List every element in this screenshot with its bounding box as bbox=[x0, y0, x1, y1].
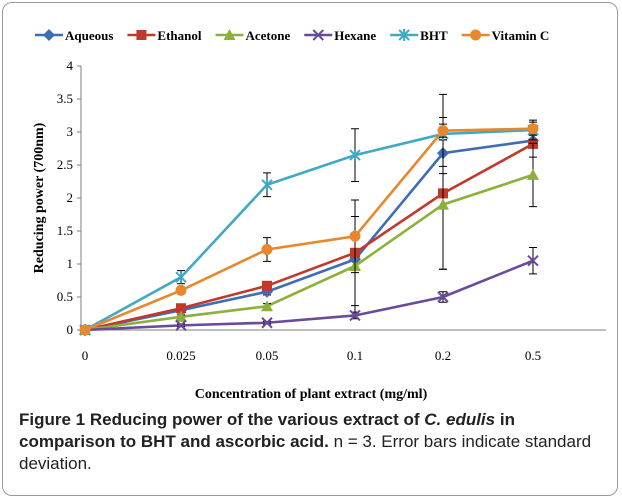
legend-item: BHT bbox=[390, 28, 448, 43]
legend-item: Acetone bbox=[215, 28, 291, 43]
legend-label: Hexane bbox=[334, 28, 376, 43]
figure-frame: Aqueous Ethanol Acetone Hexane BHT Vitamin C … bbox=[2, 2, 618, 496]
caption-title-part-1: Reducing power of the various extract of bbox=[89, 410, 420, 429]
figure-caption: Figure 1 Reducing power of the various e… bbox=[19, 409, 611, 475]
series-line bbox=[84, 259, 534, 332]
series-line bbox=[84, 139, 534, 332]
data-point bbox=[175, 271, 187, 284]
data-point bbox=[79, 324, 91, 336]
y-tick-label: 2 bbox=[67, 190, 74, 205]
series-line bbox=[84, 127, 534, 332]
legend-label: Vitamin C bbox=[492, 28, 550, 43]
y-axis-label: Reducing power (700nm) bbox=[32, 122, 47, 273]
data-point bbox=[261, 300, 273, 312]
data-point bbox=[261, 178, 273, 191]
data-point bbox=[527, 123, 539, 135]
series-acetone bbox=[79, 139, 539, 335]
y-tick-label: 2.5 bbox=[57, 157, 73, 172]
y-tick-label: 1.5 bbox=[57, 223, 73, 238]
data-point bbox=[175, 319, 187, 332]
x-tick-label: 0 bbox=[82, 348, 89, 363]
x-tick-label: 0.2 bbox=[435, 348, 451, 363]
data-point bbox=[527, 254, 539, 267]
chart-legend: Aqueous Ethanol Acetone Hexane BHT Vitamin C bbox=[35, 28, 549, 43]
y-tick-label: 3.5 bbox=[57, 91, 73, 106]
y-tick-label: 0.5 bbox=[57, 289, 73, 304]
caption-species: C. edulis bbox=[424, 410, 496, 429]
series-aqueous bbox=[79, 133, 539, 336]
legend-label: Acetone bbox=[246, 28, 291, 43]
x-tick-label: 0.025 bbox=[166, 348, 195, 363]
data-point bbox=[349, 230, 361, 242]
data-point bbox=[175, 284, 187, 296]
data-point bbox=[261, 243, 273, 255]
x-axis-label: Concentration of plant extract (mg/ml) bbox=[195, 387, 428, 402]
x-tick-label: 0.05 bbox=[256, 348, 279, 363]
legend-label: Aqueous bbox=[65, 28, 113, 43]
reducing-power-chart: Aqueous Ethanol Acetone Hexane BHT Vitamin C … bbox=[32, 28, 606, 402]
chart-axes bbox=[77, 65, 606, 331]
caption-title-part-2: in comparison to BHT and ascorbic acid. bbox=[19, 410, 515, 451]
series-line bbox=[84, 173, 534, 332]
legend-item: Hexane bbox=[304, 28, 376, 43]
data-point bbox=[176, 303, 186, 314]
data-point bbox=[437, 125, 449, 137]
data-point bbox=[349, 149, 361, 162]
legend-item: Aqueous bbox=[35, 28, 113, 43]
caption-figure-label: Figure 1 bbox=[19, 410, 86, 429]
legend-item: Vitamin C bbox=[461, 28, 550, 43]
legend-item: Ethanol bbox=[127, 28, 202, 43]
data-point bbox=[527, 168, 539, 180]
x-tick-label: 0.1 bbox=[347, 348, 363, 363]
y-tick-labels: 0 0.5 1 1.5 2 2.5 3 3.5 4 bbox=[57, 58, 74, 337]
legend-marker bbox=[470, 29, 482, 41]
legend-marker bbox=[136, 30, 147, 40]
data-point bbox=[437, 198, 449, 210]
chart-series bbox=[79, 93, 539, 336]
legend-marker bbox=[312, 29, 324, 41]
legend-label: BHT bbox=[420, 28, 448, 43]
y-tick-label: 0 bbox=[67, 322, 74, 337]
caption-note: n = 3. Error bars indicate standard devi… bbox=[19, 432, 592, 473]
series-line bbox=[84, 142, 534, 332]
data-point bbox=[349, 309, 361, 322]
legend-label: Ethanol bbox=[157, 28, 201, 43]
y-tick-label: 3 bbox=[67, 124, 74, 139]
x-tick-label: 0.5 bbox=[525, 348, 541, 363]
data-point bbox=[261, 317, 273, 329]
data-point bbox=[437, 291, 449, 303]
series-vitamin-c bbox=[79, 121, 539, 336]
x-tick-labels: 0 0.025 0.05 0.1 0.2 0.5 bbox=[82, 348, 541, 363]
data-point bbox=[262, 280, 272, 291]
legend-marker bbox=[223, 29, 236, 40]
legend-marker bbox=[398, 29, 410, 41]
series-line bbox=[84, 128, 534, 332]
y-tick-label: 1 bbox=[67, 256, 74, 271]
legend-marker bbox=[43, 29, 55, 41]
data-point bbox=[175, 310, 187, 322]
y-tick-label: 4 bbox=[67, 58, 74, 73]
